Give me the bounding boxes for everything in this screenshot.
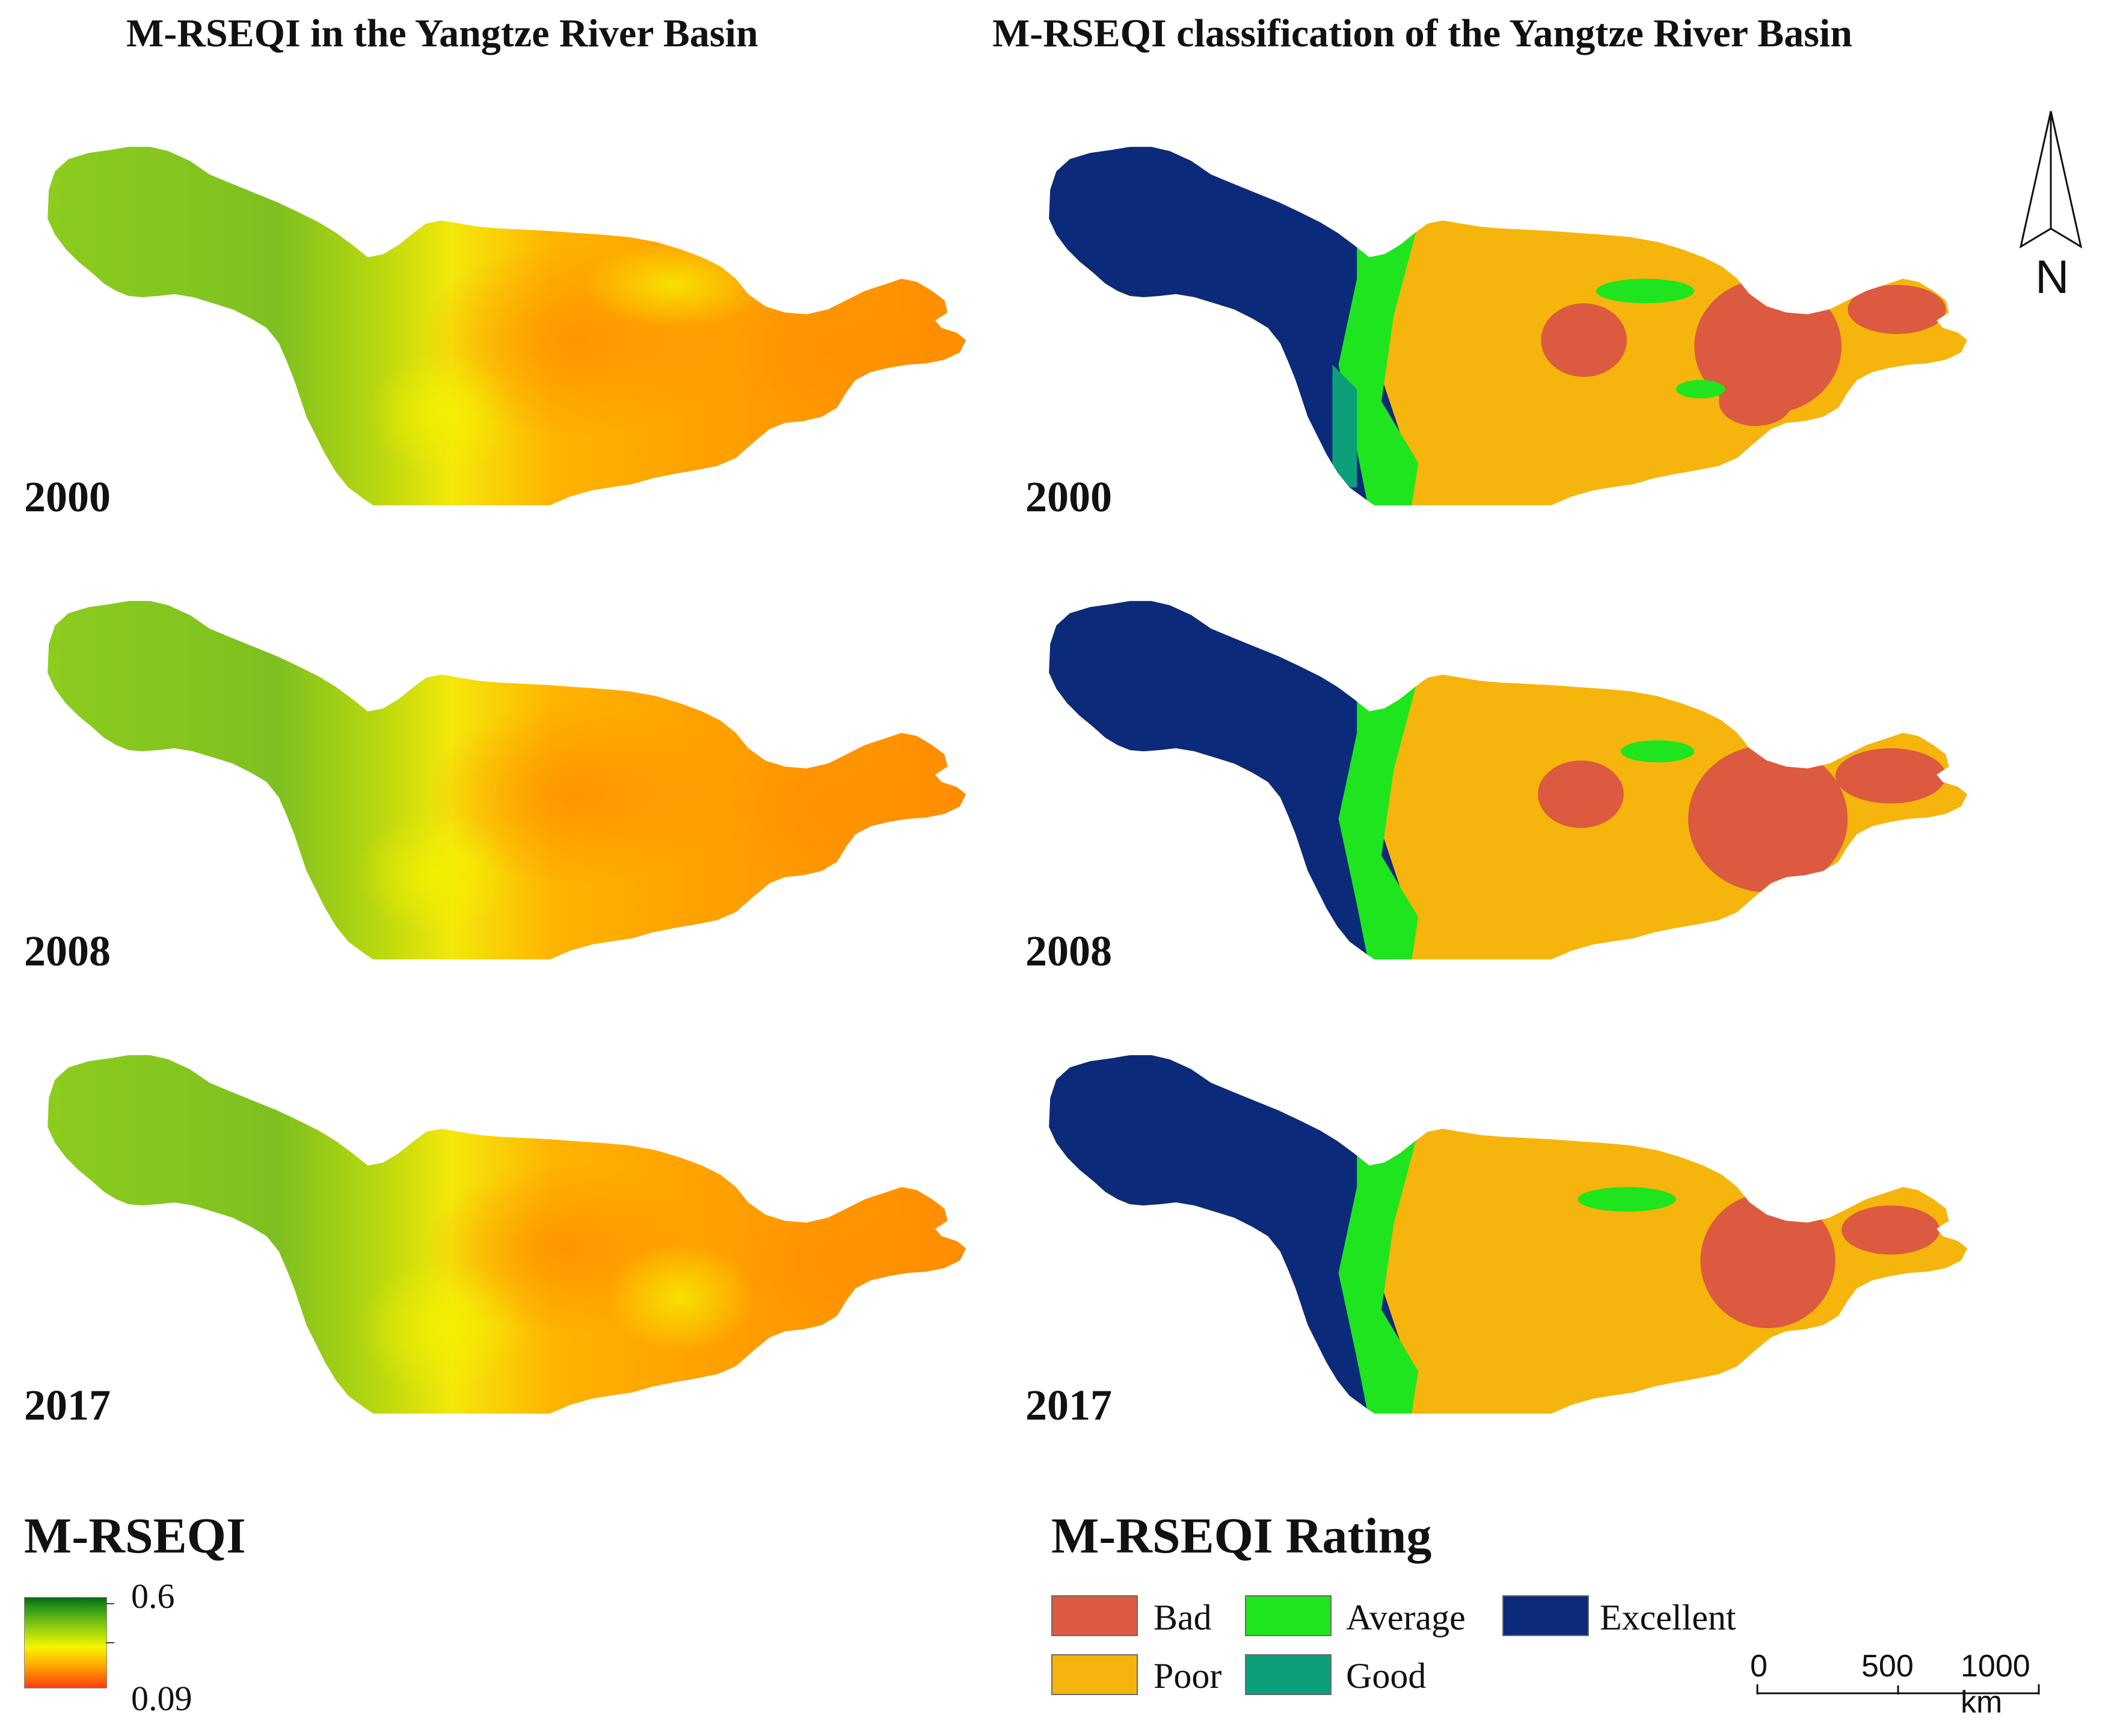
legend-swatch-excellent [1502, 1595, 1589, 1636]
legend-swatch-average [1245, 1595, 1332, 1636]
legend-swatch-poor [1051, 1654, 1138, 1695]
scale-bar: 0 500 1000 km [1744, 1648, 2045, 1720]
north-arrow: N [1985, 105, 2117, 310]
legend-label-average: Average [1346, 1598, 1466, 1637]
map-continuous-2008: 2008 [24, 574, 1022, 975]
left-column-title: M-RSEQI in the Yangtze River Basin [126, 11, 758, 55]
legend-label-bad: Bad [1154, 1598, 1212, 1637]
scale-label-1000: 1000 km [1961, 1649, 2030, 1720]
map-classification-2008: 2008 [1025, 574, 2024, 975]
year-label: 2008 [1025, 927, 1112, 975]
continuous-legend-title: M-RSEQI [24, 1508, 246, 1564]
map-continuous-2017: 2017 [24, 1029, 1022, 1429]
scale-label-0: 0 [1750, 1649, 1768, 1684]
rating-legend-title: M-RSEQI Rating [1051, 1508, 1432, 1564]
north-label: N [2035, 250, 2069, 303]
legend-swatch-good [1245, 1654, 1332, 1695]
legend-label-good: Good [1346, 1656, 1427, 1696]
map-classification-2000: 2000 [1025, 120, 2024, 521]
year-label: 2000 [1025, 473, 1112, 521]
legend-label-excellent: Excellent [1600, 1598, 1736, 1637]
year-label: 2008 [24, 927, 111, 975]
color-bar-max-label: 0.6 [131, 1577, 175, 1616]
legend-swatch-bad [1051, 1595, 1138, 1636]
map-continuous-2000: 2000 [24, 120, 1022, 521]
legend-label-poor: Poor [1154, 1656, 1222, 1696]
map-classification-2017: 2017 [1025, 1029, 2024, 1429]
color-bar-tick-max [106, 1603, 114, 1604]
right-column-title: M-RSEQI classification of the Yangtze Ri… [992, 11, 1852, 55]
year-label: 2017 [1025, 1381, 1112, 1429]
scale-label-500: 500 [1861, 1649, 1914, 1684]
color-bar-tick-mid [106, 1642, 114, 1643]
year-label: 2017 [24, 1381, 111, 1429]
color-bar [24, 1597, 107, 1688]
year-label: 2000 [24, 473, 111, 521]
color-bar-min-label: 0.09 [131, 1679, 192, 1718]
